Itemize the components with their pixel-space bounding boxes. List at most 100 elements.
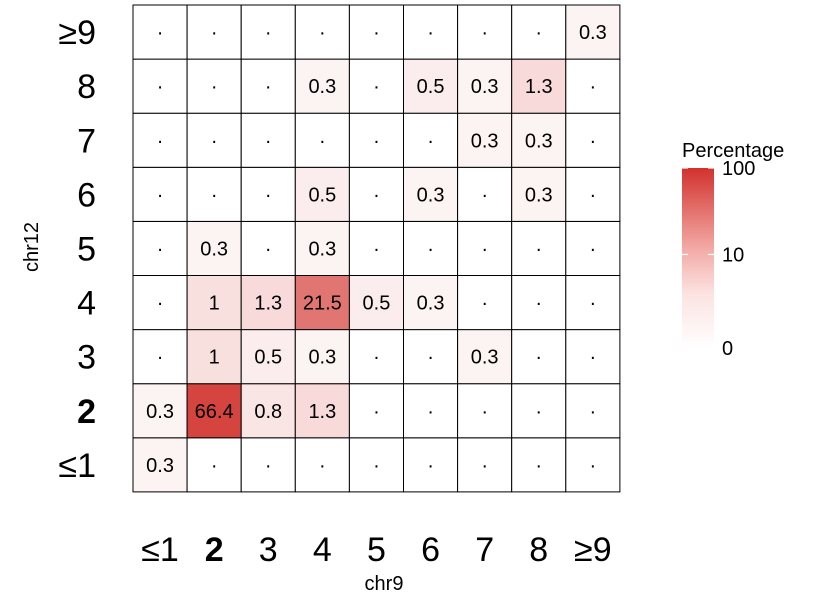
cell-value-label: · (427, 238, 434, 260)
x-tick-labels: ≤1 2 3 4 5 6 7 8 ≥9 (141, 531, 611, 569)
heatmap-cell: · (348, 220, 404, 276)
cell-value-label: 0.3 (200, 238, 228, 260)
cell-value-label: · (157, 184, 164, 206)
cell-value-label: · (265, 238, 272, 260)
x-tick-label: 5 (367, 531, 386, 569)
heatmap-cell: · (186, 58, 242, 114)
cell-rect (403, 58, 459, 114)
cell-value-label: · (319, 22, 326, 44)
heatmap-cell: 0.3 (132, 437, 188, 493)
cell-rect (240, 329, 296, 385)
heatmap-cell: · (565, 112, 621, 168)
cell-rect (348, 166, 404, 222)
cell-rect (132, 112, 188, 168)
cell-value-label: 0.3 (579, 22, 607, 44)
cell-rect (186, 275, 242, 331)
cell-value-label: · (157, 347, 164, 369)
heatmap-cell: · (511, 220, 567, 276)
y-tick-labels: ≤1 2 3 4 5 6 7 8 ≥9 (58, 14, 96, 485)
heatmap-cell: 0.5 (403, 58, 459, 114)
heatmap-cell: · (132, 112, 188, 168)
x-tick-label: 6 (421, 531, 440, 569)
cell-rect (186, 329, 242, 385)
cell-rect (294, 4, 350, 60)
heatmap-cell: 0.5 (294, 166, 350, 222)
cell-value-label: 0.8 (254, 401, 282, 423)
cell-value-label: 0.3 (471, 130, 499, 152)
heatmap-cell: · (240, 112, 296, 168)
heatmap-cell: 66.4 (186, 383, 242, 439)
heatmap-cell: 0.3 (403, 275, 459, 331)
cell-rect (348, 4, 404, 60)
cell-value-label: 1.3 (308, 401, 336, 423)
legend-colorbar (682, 168, 714, 348)
heatmap-cell: · (294, 4, 350, 60)
cell-value-label: · (590, 401, 597, 423)
cell-value-label: 0.3 (146, 455, 174, 477)
y-tick-label: 7 (77, 122, 96, 160)
x-tick-label: ≥9 (574, 531, 612, 569)
cell-rect (240, 383, 296, 439)
heatmap-cell: 0.3 (132, 383, 188, 439)
cell-value-label: · (481, 238, 488, 260)
cell-rect (511, 275, 567, 331)
cell-value-label: 66.4 (195, 401, 234, 423)
heatmap-cell: · (403, 383, 459, 439)
cell-rect (186, 220, 242, 276)
heatmap-cell: · (565, 275, 621, 331)
cell-value-label: 1.3 (525, 76, 553, 98)
cell-rect (186, 166, 242, 222)
cell-rect (457, 383, 513, 439)
cell-rect (348, 112, 404, 168)
x-tick-label: 3 (259, 531, 278, 569)
heatmap-cell: · (240, 4, 296, 60)
cell-value-label: 0.5 (363, 293, 391, 315)
heatmap-cell: · (457, 275, 513, 331)
cell-rect (565, 275, 621, 331)
heatmap-cell: · (132, 58, 188, 114)
cell-rect (294, 383, 350, 439)
cell-rect (132, 383, 188, 439)
heatmap-cell: · (132, 166, 188, 222)
heatmap-cell: 1.3 (511, 58, 567, 114)
cell-rect (511, 166, 567, 222)
heatmap-cell: 0.3 (457, 112, 513, 168)
cell-value-label: · (590, 130, 597, 152)
y-tick-label: ≥9 (58, 14, 96, 52)
cell-value-label: · (373, 455, 380, 477)
heatmap-cell: 0.5 (240, 329, 296, 385)
cell-rect (348, 220, 404, 276)
heatmap-cell: 0.8 (240, 383, 296, 439)
cell-value-label: · (427, 347, 434, 369)
cell-value-label: · (211, 22, 218, 44)
cell-rect (565, 4, 621, 60)
x-tick-label: 8 (529, 531, 548, 569)
heatmap-cell: · (240, 220, 296, 276)
heatmap-cell: · (132, 329, 188, 385)
heatmap-cell: · (186, 166, 242, 222)
cell-value-label: 0.3 (471, 76, 499, 98)
x-tick-label: 7 (475, 531, 494, 569)
heatmap-cell: 0.3 (294, 58, 350, 114)
cell-value-label: 0.3 (417, 293, 445, 315)
cell-rect (457, 437, 513, 493)
heatmap-cell: · (240, 58, 296, 114)
cell-rect (132, 4, 188, 60)
heatmap-cell: · (403, 437, 459, 493)
cell-value-label: · (535, 22, 542, 44)
heatmap-cell: 0.3 (294, 220, 350, 276)
cell-value-label: · (535, 401, 542, 423)
cell-value-label: · (590, 76, 597, 98)
heatmap-cell: · (186, 4, 242, 60)
cell-value-label: 0.5 (308, 184, 336, 206)
cell-rect (403, 437, 459, 493)
cell-rect (294, 220, 350, 276)
cell-value-label: · (427, 455, 434, 477)
cell-value-label: · (265, 455, 272, 477)
cell-value-label: · (535, 347, 542, 369)
cell-value-label: 0.3 (525, 130, 553, 152)
heatmap-cell: · (457, 437, 513, 493)
heatmap-cell: · (565, 437, 621, 493)
